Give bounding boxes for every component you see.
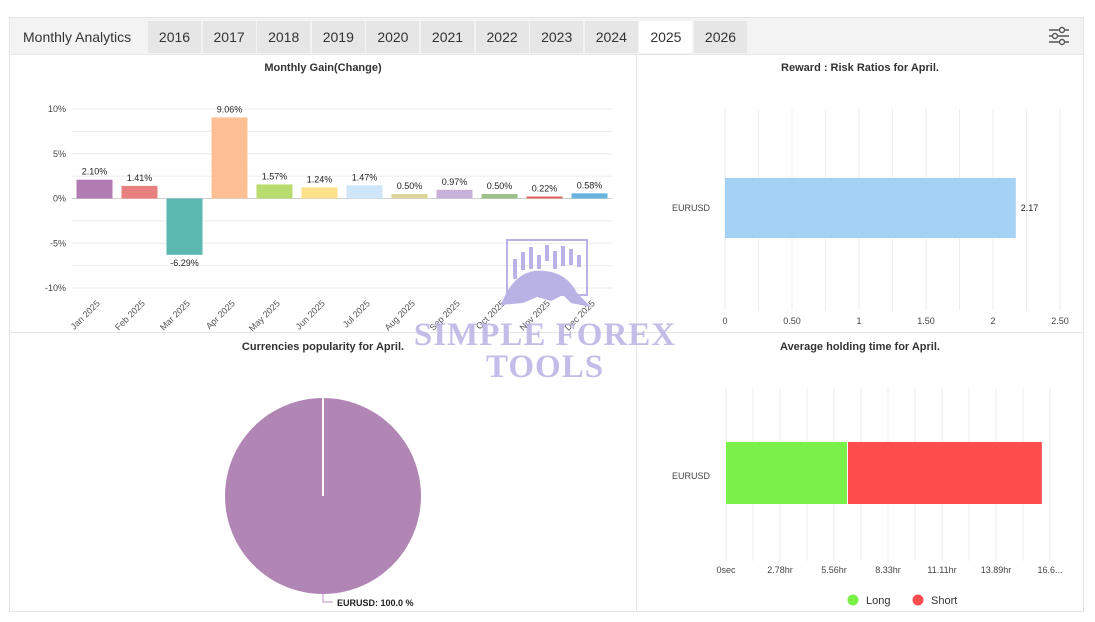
monthly-gain-title: Monthly Gain(Change) xyxy=(264,62,382,74)
tab-year-2019[interactable]: 2019 xyxy=(311,21,365,53)
tab-year-2026[interactable]: 2026 xyxy=(694,21,747,53)
bar-value-label: 1.41% xyxy=(127,173,153,183)
x-tick-label: 0.50 xyxy=(783,316,801,326)
x-tick-label: 5.56hr xyxy=(821,565,847,575)
y-category-label: EURUSD xyxy=(672,471,711,481)
x-tick-label: 13.89hr xyxy=(981,565,1012,575)
x-tick-label: 8.33hr xyxy=(875,565,901,575)
x-tick-label: Sep 2025 xyxy=(428,298,462,332)
y-tick-label: -5% xyxy=(50,238,66,248)
bar-dec-2025 xyxy=(571,193,608,199)
y-tick-label: -10% xyxy=(45,283,66,293)
bar-long-eurusd xyxy=(726,442,848,504)
y-tick-label: 0% xyxy=(53,194,66,204)
tab-year-2017[interactable]: 2017 xyxy=(202,21,256,53)
tab-year-2023[interactable]: 2023 xyxy=(530,21,584,53)
x-tick-label: Dec 2025 xyxy=(563,298,597,332)
x-tick-label: Mar 2025 xyxy=(158,298,192,332)
x-tick-label: Oct 2025 xyxy=(474,298,507,331)
bar-value-label: 2.10% xyxy=(82,167,108,177)
bar-sep-2025 xyxy=(436,189,473,199)
bar-value-label: -6.29% xyxy=(170,258,199,268)
x-tick-label: 1 xyxy=(856,316,861,326)
monthly-gain-chart: 10% 5% 0% -5% -10% 2.10% Jan 2025 1.41% Feb 2025… xyxy=(45,104,612,332)
currency-popularity-title: Currencies popularity for April. xyxy=(241,341,405,353)
tab-year-2016[interactable]: 2016 xyxy=(148,21,201,53)
pie-slice-label: EURUSD: 100.0 % xyxy=(337,598,414,608)
y-tick-label: 5% xyxy=(53,149,66,159)
tab-year-2022[interactable]: 2022 xyxy=(475,21,529,53)
x-tick-label: Aug 2025 xyxy=(383,298,417,332)
legend-long-marker[interactable] xyxy=(847,594,859,606)
holding-time-chart: 0sec 2.78hr 5.56hr 8.33hr 11.11hr 13.89hr 16.6… xyxy=(672,388,1063,607)
bar-value-label: 0.22% xyxy=(532,184,558,194)
bar-value-label: 0.97% xyxy=(442,177,468,187)
reward-risk-panel: Reward : Risk Ratios for April. 0 0.50 1 1.… xyxy=(637,54,1083,332)
bar-oct-2025 xyxy=(481,194,518,199)
bar-jan-2025 xyxy=(76,179,113,199)
x-tick-label: 0 xyxy=(722,316,727,326)
currency-popularity-panel: Currencies popularity for April. EURUSD:… xyxy=(10,333,636,611)
bar-mar-2025 xyxy=(166,198,203,255)
bar-nov-2025 xyxy=(526,196,563,199)
horizontal-divider xyxy=(10,332,1083,333)
y-category-label: EURUSD xyxy=(672,203,711,213)
x-tick-label: 11.11hr xyxy=(927,565,956,575)
monthly-analytics-widget: Monthly Analytics 2016 2017 2018 2019 2020 20… xyxy=(9,17,1084,612)
x-tick-label: 16.6... xyxy=(1037,565,1062,575)
tab-year-2021[interactable]: 2021 xyxy=(421,21,474,53)
bar-value-label: 1.47% xyxy=(352,172,378,182)
bar-jun-2025 xyxy=(301,187,338,199)
tab-year-2020[interactable]: 2020 xyxy=(366,21,420,53)
x-tick-label: Jan 2025 xyxy=(69,298,102,331)
bar-value-label: 0.50% xyxy=(487,181,513,191)
bar-value-label: 0.50% xyxy=(397,181,423,191)
x-tick-label: Apr 2025 xyxy=(204,298,237,331)
tab-year-2024[interactable]: 2024 xyxy=(584,21,638,53)
bar-value-label: 1.24% xyxy=(307,174,333,184)
bar-value-label: 1.57% xyxy=(262,171,288,181)
bar-eurusd xyxy=(725,178,1016,238)
x-tick-label: Jul 2025 xyxy=(341,298,372,329)
x-tick-label: 0sec xyxy=(716,565,736,575)
bar-may-2025 xyxy=(256,184,293,199)
legend-short-label: Short xyxy=(931,595,957,607)
bar-value-label: 0.58% xyxy=(577,180,603,190)
bar-apr-2025 xyxy=(211,117,248,199)
bar-aug-2025 xyxy=(391,194,428,199)
bar-value-label: 2.17 xyxy=(1021,203,1039,213)
bar-value-label: 9.06% xyxy=(217,104,243,114)
bar-feb-2025 xyxy=(121,185,158,199)
x-tick-label: Jun 2025 xyxy=(294,298,327,331)
x-tick-label: 2.78hr xyxy=(767,565,793,575)
tab-bar: Monthly Analytics 2016 2017 2018 2019 2020 20… xyxy=(10,18,1083,55)
holding-time-panel: Average holding time for April. 0sec 2.78… xyxy=(637,333,1083,611)
monthly-gain-panel: Monthly Gain(Change) 10% 5% 0% -5% -10% 2.10%… xyxy=(10,54,636,332)
widget-title: Monthly Analytics xyxy=(23,29,132,45)
bar-jul-2025 xyxy=(346,185,383,199)
x-tick-label: 1.50 xyxy=(917,316,935,326)
tab-year-2018[interactable]: 2018 xyxy=(257,21,311,53)
reward-risk-title: Reward : Risk Ratios for April. xyxy=(781,62,939,74)
holding-time-title: Average holding time for April. xyxy=(780,341,940,353)
currency-pie-chart: EURUSD: 100.0 % xyxy=(225,398,421,608)
bar-short-eurusd xyxy=(847,442,1042,504)
x-tick-label: Feb 2025 xyxy=(113,298,147,332)
legend-long-label: Long xyxy=(866,595,890,607)
tab-year-2025[interactable]: 2025 xyxy=(639,21,693,53)
x-tick-label: 2 xyxy=(990,316,995,326)
x-tick-label: May 2025 xyxy=(247,298,282,332)
pie-label-connector xyxy=(322,594,333,603)
legend-short-marker[interactable] xyxy=(912,594,924,606)
settings-sliders-icon[interactable] xyxy=(1047,25,1071,47)
y-tick-label: 10% xyxy=(48,104,66,114)
x-tick-label: Nov 2025 xyxy=(518,298,552,332)
reward-risk-chart: 0 0.50 1 1.50 2 2.50 EURUSD 2.17 xyxy=(672,109,1069,326)
x-tick-label: 2.50 xyxy=(1051,316,1069,326)
